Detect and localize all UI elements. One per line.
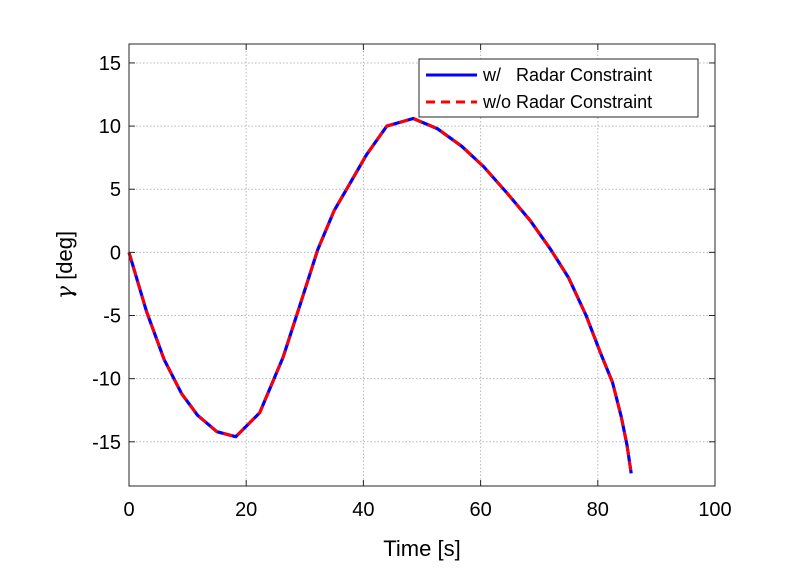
y-tick-label: -10 [92,369,121,391]
series-line-without-radar [127,117,633,474]
axis-ticks: 0 20 40 60 80 100 -15 -10 -5 0 5 10 15 [92,44,732,521]
y-tick-label: 5 [110,179,121,201]
x-tick-label: 100 [698,499,731,521]
x-tick-label: 80 [587,499,609,521]
y-tick-label: 15 [99,53,121,75]
y-axis-unit: [deg] [52,231,77,286]
x-tick-label: 0 [123,499,134,521]
series-layer [127,116,633,474]
legend-label: w/ Radar Constraint [482,65,652,85]
legend-label: w/o Radar Constraint [482,92,652,112]
y-tick-label: -15 [92,432,121,454]
y-axis-symbol: γ [53,285,78,299]
y-axis-label: γ [deg] [52,231,78,299]
legend-box [418,58,699,118]
y-tick-label: 10 [99,116,121,138]
x-axis-label: Time [s] [383,536,460,561]
y-tick-label: 0 [110,242,121,264]
plot-frame [128,43,716,487]
y-tick-label: -5 [103,306,121,328]
x-tick-label: 40 [352,499,374,521]
x-tick-label: 20 [235,499,257,521]
legend: w/ Radar Constraint w/o Radar Constraint [418,58,699,118]
x-tick-label: 60 [469,499,491,521]
